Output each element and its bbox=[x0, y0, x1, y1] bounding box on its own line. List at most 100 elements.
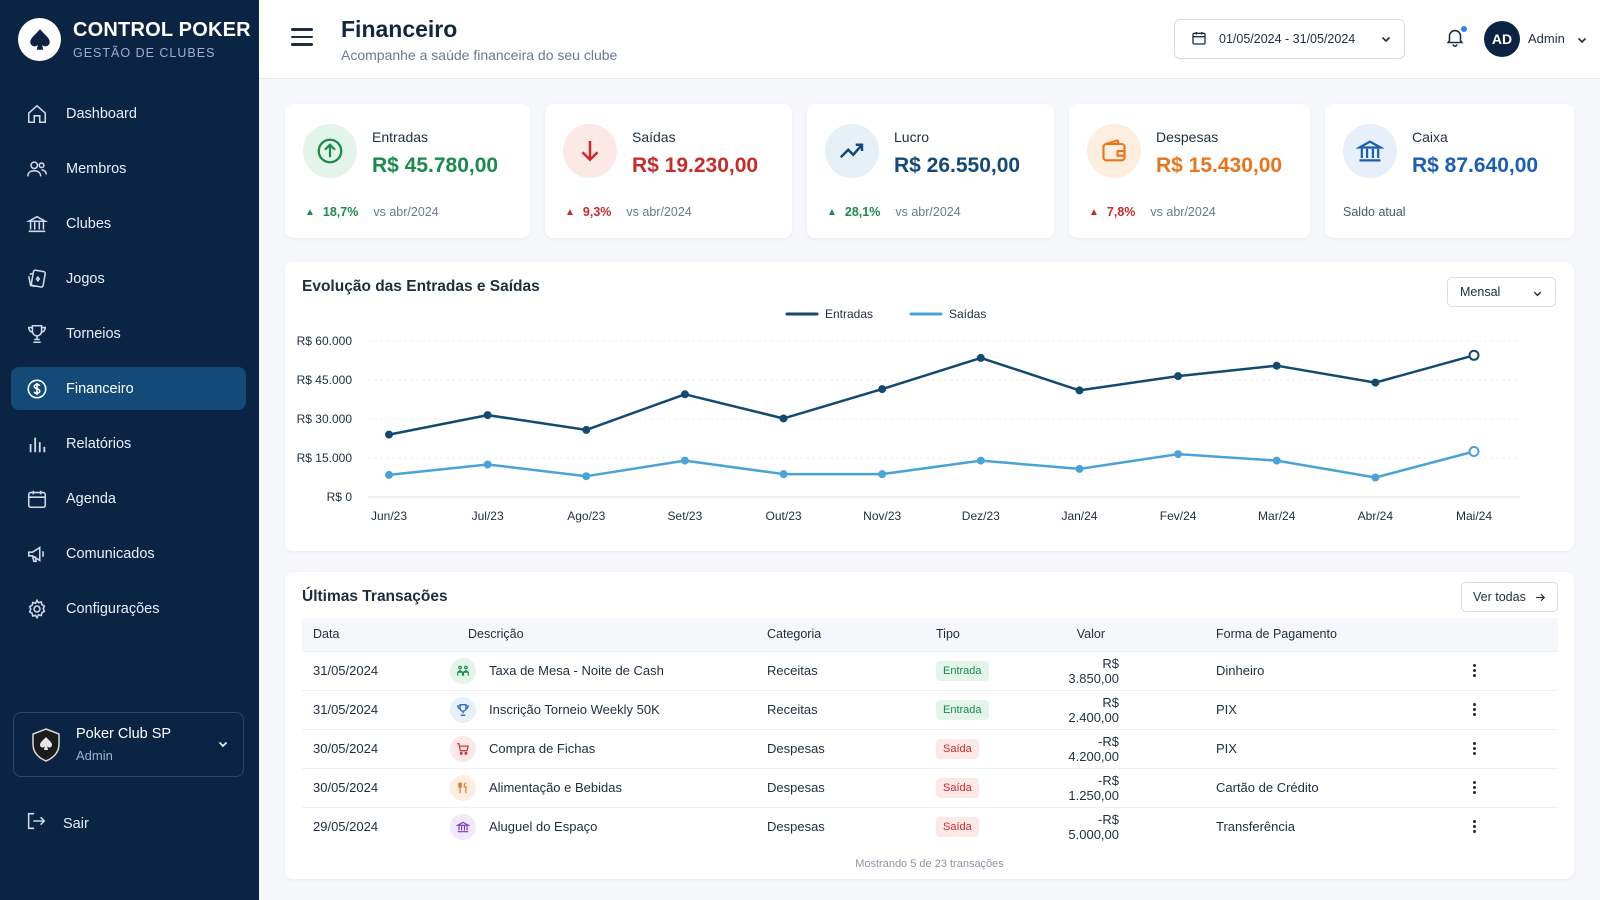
brand[interactable]: CONTROL POKER GESTÃO DE CLUBES bbox=[18, 18, 251, 61]
data-point bbox=[779, 470, 788, 479]
data-point bbox=[1174, 372, 1183, 381]
sidebar-item-label: Torneios bbox=[66, 325, 121, 342]
view-all-label: Ver todas bbox=[1473, 590, 1526, 604]
notification-dot bbox=[1460, 25, 1468, 33]
column-header[interactable]: Tipo bbox=[936, 627, 960, 642]
kpi-card-entradas[interactable]: Entradas R$ 45.780,00 ▲ 18,7% vs abr/2024 bbox=[285, 104, 530, 238]
notifications-button[interactable] bbox=[1444, 25, 1468, 53]
chevron-down-icon[interactable] bbox=[1576, 33, 1588, 51]
data-point bbox=[483, 411, 492, 420]
tx-payment: Cartão de Crédito bbox=[1205, 767, 1455, 807]
menu-toggle-button[interactable] bbox=[291, 28, 313, 46]
sidebar-item-torneios[interactable]: Torneios bbox=[11, 312, 246, 355]
kpi-trend-compare: vs abr/2024 bbox=[373, 205, 439, 219]
data-point bbox=[680, 456, 689, 465]
sidebar-item-clubes[interactable]: Clubes bbox=[11, 202, 246, 245]
table-row[interactable]: 30/05/2024 Alimentação e Bebidas Despesas S… bbox=[302, 767, 1558, 807]
tx-description-cell: Inscrição Torneio Weekly 50K bbox=[450, 689, 756, 729]
home-icon bbox=[25, 102, 49, 126]
sidebar-item-label: Comunicados bbox=[66, 545, 155, 562]
date-range-picker[interactable]: 01/05/2024 - 31/05/2024 bbox=[1174, 19, 1405, 59]
trophy-icon bbox=[450, 696, 476, 723]
sidebar-item-agenda[interactable]: Agenda bbox=[11, 477, 246, 520]
data-point bbox=[385, 470, 393, 479]
view-all-button[interactable]: Ver todas bbox=[1461, 582, 1558, 612]
period-select[interactable]: Mensal bbox=[1447, 277, 1556, 307]
fork-knife-icon bbox=[450, 774, 476, 801]
column-header[interactable]: Data bbox=[313, 627, 340, 642]
chevron-down-icon bbox=[1532, 288, 1543, 302]
column-header[interactable]: Valor bbox=[1076, 627, 1105, 642]
avatar[interactable]: AD bbox=[1484, 21, 1520, 57]
column-header[interactable]: Categoria bbox=[767, 627, 822, 642]
data-point bbox=[779, 414, 788, 423]
sidebar-item-configuracoes[interactable]: Configurações bbox=[11, 587, 246, 630]
column-header[interactable]: Forma de Pagamento bbox=[1216, 627, 1337, 642]
y-tick-label: R$ 30.000 bbox=[297, 412, 353, 426]
tx-date: 31/05/2024 bbox=[302, 650, 457, 690]
table-row[interactable]: 30/05/2024 Compra de Fichas Despesas Saída -… bbox=[302, 728, 1558, 768]
logout-button[interactable]: Sair bbox=[25, 810, 89, 837]
sidebar-item-comunicados[interactable]: Comunicados bbox=[11, 532, 246, 575]
sidebar-item-financeiro[interactable]: Financeiro bbox=[11, 367, 246, 410]
tx-description: Inscrição Torneio Weekly 50K bbox=[489, 702, 660, 717]
kpi-label: Entradas bbox=[372, 129, 429, 145]
tx-payment: Transferência bbox=[1205, 806, 1455, 846]
data-point bbox=[385, 430, 393, 439]
calendar-icon bbox=[25, 487, 49, 511]
kpi-trend-value: 9,3% bbox=[582, 205, 612, 219]
more-options-icon[interactable] bbox=[1466, 703, 1482, 716]
sidebar-item-label: Financeiro bbox=[66, 380, 134, 397]
tx-payment: PIX bbox=[1205, 728, 1455, 768]
user-name[interactable]: Admin bbox=[1528, 31, 1565, 46]
kpi-value: R$ 15.430,00 bbox=[1156, 154, 1283, 177]
cards-icon bbox=[25, 267, 49, 291]
more-options-icon[interactable] bbox=[1466, 742, 1482, 755]
period-select-value: Mensal bbox=[1460, 285, 1501, 299]
bank-icon bbox=[1343, 124, 1397, 178]
tx-type-cell: Saída bbox=[925, 767, 1045, 807]
kpi-trend-compare: vs abr/2024 bbox=[626, 205, 692, 219]
kpi-card-caixa[interactable]: Caixa R$ 87.640,00 Saldo atual bbox=[1325, 104, 1574, 238]
tx-description-cell: Taxa de Mesa - Noite de Cash bbox=[450, 650, 756, 690]
tx-description-cell: Alimentação e Bebidas bbox=[450, 767, 756, 807]
x-tick-label: Out/23 bbox=[766, 509, 802, 523]
club-switcher[interactable]: Poker Club SP Admin bbox=[13, 712, 244, 777]
bell-icon bbox=[1444, 29, 1466, 52]
arrow-down-icon bbox=[563, 124, 617, 178]
sidebar-item-jogos[interactable]: Jogos bbox=[11, 257, 246, 300]
sidebar-item-relatorios[interactable]: Relatórios bbox=[11, 422, 246, 465]
more-options-icon[interactable] bbox=[1466, 664, 1482, 677]
sidebar-item-dashboard[interactable]: Dashboard bbox=[11, 92, 246, 135]
more-options-icon[interactable] bbox=[1466, 781, 1482, 794]
kpi-card-despesas[interactable]: Despesas R$ 15.430,00 ▲ 7,8% vs abr/2024 bbox=[1069, 104, 1310, 238]
line-chart: R$ 0 R$ 15.000 R$ 30.000 R$ 45.000 R$ 60.000… bbox=[297, 307, 1520, 523]
triangle-up-icon: ▲ bbox=[827, 206, 837, 218]
sidebar-item-membros[interactable]: Membros bbox=[11, 147, 246, 190]
tx-category: Despesas bbox=[756, 728, 925, 768]
spade-logo-icon bbox=[18, 18, 61, 61]
data-point bbox=[1371, 473, 1380, 482]
table-row[interactable]: 31/05/2024 Taxa de Mesa - Noite de Cash Re… bbox=[302, 650, 1558, 690]
chart-title: Evolução das Entradas e Saídas bbox=[302, 278, 540, 295]
y-tick-label: R$ 45.000 bbox=[297, 373, 353, 387]
tx-payment: PIX bbox=[1205, 689, 1455, 729]
trending-up-icon bbox=[825, 124, 879, 178]
kpi-card-saidas[interactable]: Saídas R$ 19.230,00 ▲ 9,3% vs abr/2024 bbox=[545, 104, 792, 238]
tx-actions-cell bbox=[1455, 650, 1558, 690]
tx-date: 30/05/2024 bbox=[302, 728, 457, 768]
tx-category: Despesas bbox=[756, 806, 925, 846]
y-tick-label: R$ 15.000 bbox=[297, 451, 353, 465]
kpi-card-lucro[interactable]: Lucro R$ 26.550,00 ▲ 28,1% vs abr/2024 bbox=[807, 104, 1054, 238]
data-point bbox=[1272, 361, 1281, 370]
x-tick-label: Abr/24 bbox=[1358, 509, 1394, 523]
tx-actions-cell bbox=[1455, 728, 1558, 768]
kpi-note: Saldo atual bbox=[1343, 205, 1406, 219]
more-options-icon[interactable] bbox=[1466, 820, 1482, 834]
table-row[interactable]: 31/05/2024 Inscrição Torneio Weekly 50K Re… bbox=[302, 689, 1558, 729]
tx-description: Alimentação e Bebidas bbox=[489, 780, 622, 795]
table-row[interactable]: 29/05/2024 Aluguel do Espaço Despesas Saída… bbox=[302, 806, 1558, 846]
kpi-label: Despesas bbox=[1156, 129, 1219, 145]
column-header[interactable]: Descrição bbox=[468, 627, 524, 642]
x-tick-label: Dez/23 bbox=[962, 509, 1000, 523]
